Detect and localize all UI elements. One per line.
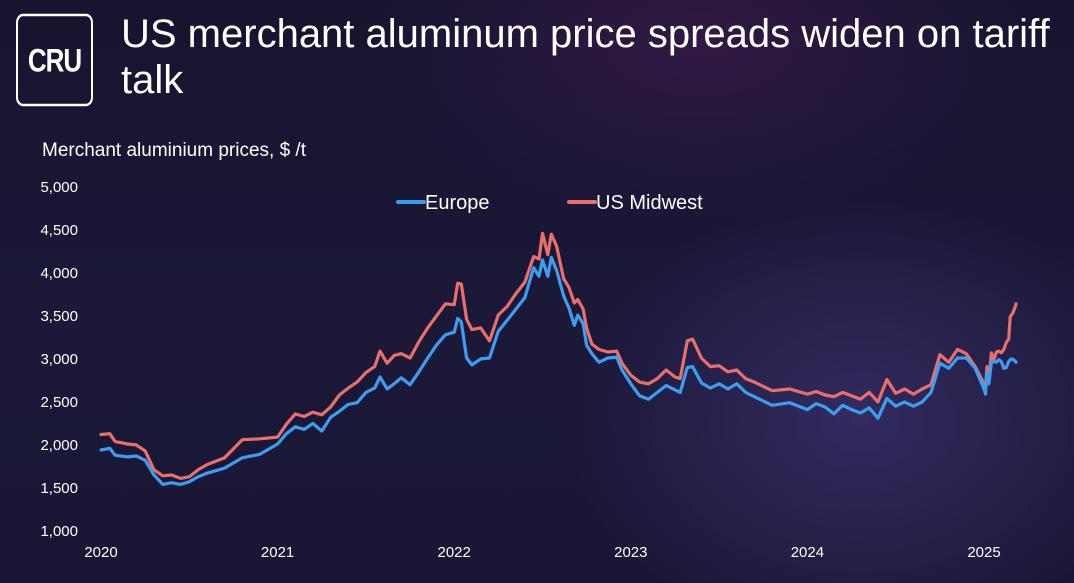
series-lines xyxy=(99,231,1018,486)
legend-label: Europe xyxy=(425,192,490,214)
x-axis-ticks: 2020 2021 2022 2023 2024 2025 xyxy=(84,544,1000,561)
x-tick-label: 2024 xyxy=(791,544,824,561)
x-tick-label: 2022 xyxy=(438,544,471,561)
y-tick-label: 2,000 xyxy=(40,437,78,454)
y-axis-label: Merchant aluminium prices, $ /t xyxy=(42,140,306,161)
series-line-us-midwest xyxy=(99,231,1018,480)
y-tick-label: 5,000 xyxy=(40,179,78,196)
legend: Europe US Midwest xyxy=(396,192,703,214)
y-tick-label: 4,000 xyxy=(40,265,78,282)
chart-title: US merchant aluminum price spreads widen… xyxy=(121,12,1050,102)
y-axis-ticks: 1,000 1,500 2,000 2,500 3,000 3,500 4,000 4,500… xyxy=(40,179,78,540)
y-tick-label: 1,000 xyxy=(40,523,78,540)
x-tick-label: 2025 xyxy=(967,544,1000,561)
legend-label: US Midwest xyxy=(596,192,703,214)
x-tick-label: 2020 xyxy=(84,544,117,561)
y-tick-label: 1,500 xyxy=(40,480,78,497)
x-tick-label: 2021 xyxy=(261,544,294,561)
series-line-europe xyxy=(99,255,1018,486)
y-tick-label: 3,000 xyxy=(40,351,78,368)
y-tick-label: 3,500 xyxy=(40,308,78,325)
x-tick-label: 2023 xyxy=(614,544,647,561)
cru-logo: CRU xyxy=(16,13,93,107)
y-tick-label: 4,500 xyxy=(40,222,78,239)
y-tick-label: 2,500 xyxy=(40,394,78,411)
